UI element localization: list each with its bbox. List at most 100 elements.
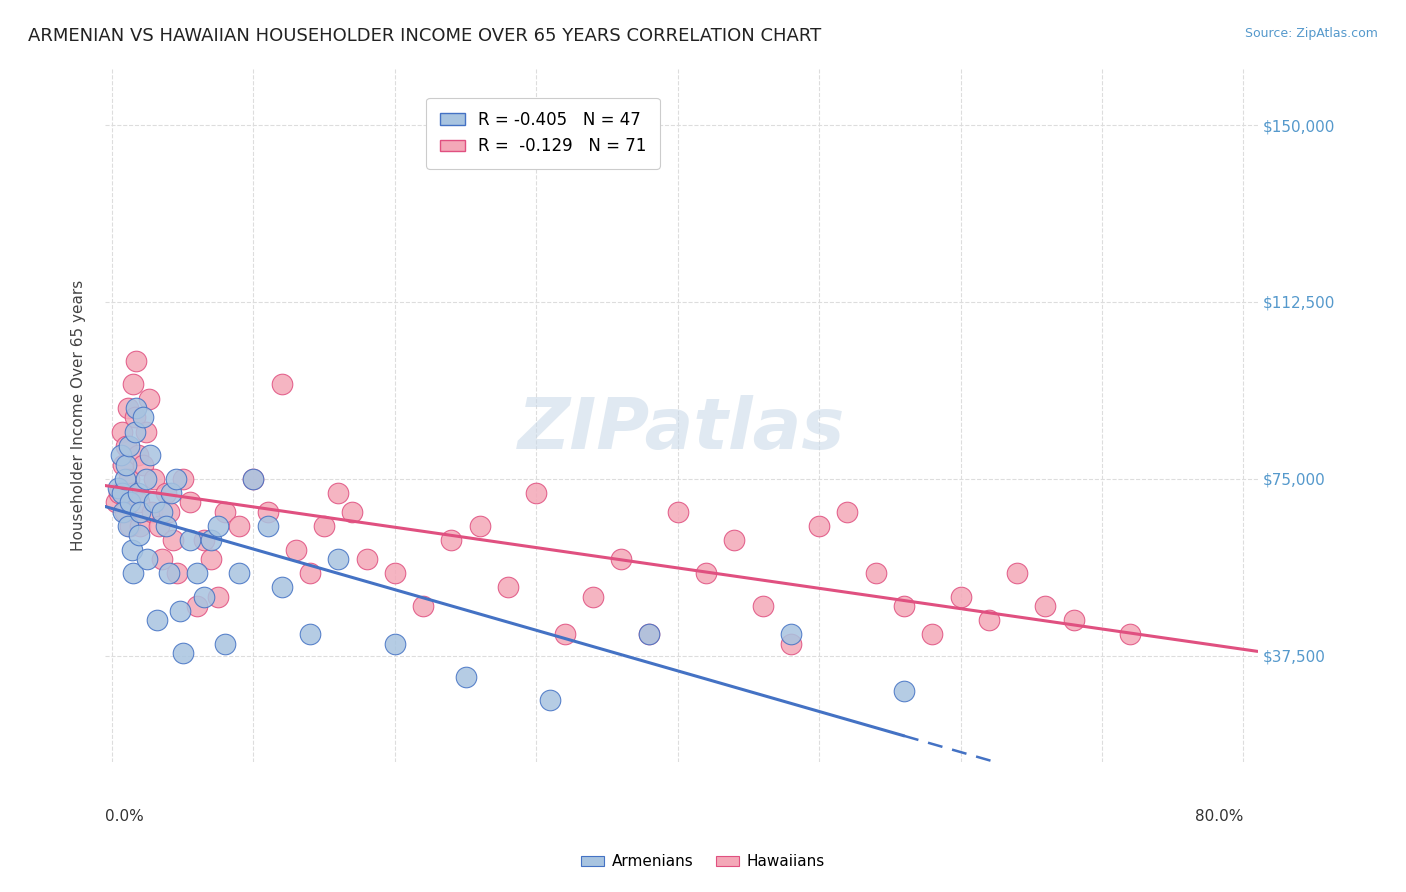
Point: [179, 495, 201, 509]
Point: [141, 505, 163, 519]
Point: [454, 670, 477, 684]
Point: [200, 533, 222, 548]
Point: [129, 519, 152, 533]
Point: [115, 439, 138, 453]
Point: [132, 458, 155, 472]
Point: [214, 505, 236, 519]
Point: [120, 519, 142, 533]
Point: [921, 627, 943, 641]
Point: [115, 458, 138, 472]
Point: [143, 472, 166, 486]
Point: [186, 566, 208, 581]
Point: [112, 458, 135, 472]
Point: [117, 401, 139, 415]
Point: [1035, 599, 1057, 614]
Point: [155, 486, 177, 500]
Point: [138, 392, 160, 406]
Point: [172, 472, 194, 486]
Point: [166, 566, 188, 581]
Point: [193, 533, 215, 548]
Point: [328, 552, 350, 566]
Point: [524, 486, 547, 500]
Point: [314, 519, 336, 533]
Point: [143, 495, 166, 509]
Point: [242, 472, 264, 486]
Point: [554, 627, 576, 641]
Point: [214, 637, 236, 651]
Point: [125, 354, 148, 368]
Point: [207, 590, 229, 604]
Point: [242, 472, 264, 486]
Legend: R = -0.405   N = 47, R =  -0.129   N = 71: R = -0.405 N = 47, R = -0.129 N = 71: [426, 97, 659, 169]
Point: [172, 646, 194, 660]
Point: [150, 552, 173, 566]
Point: [148, 519, 170, 533]
Point: [977, 613, 1000, 627]
Point: [256, 519, 278, 533]
Point: [128, 495, 150, 509]
Point: [538, 693, 561, 707]
Point: [779, 637, 801, 651]
Point: [610, 552, 633, 566]
Point: [120, 495, 142, 509]
Point: [117, 519, 139, 533]
Point: [127, 448, 149, 462]
Y-axis label: Householder Income Over 65 years: Householder Income Over 65 years: [72, 279, 86, 550]
Point: [124, 425, 146, 439]
Text: 0.0%: 0.0%: [105, 809, 143, 824]
Point: [111, 425, 134, 439]
Point: [157, 505, 180, 519]
Point: [723, 533, 745, 548]
Point: [110, 448, 132, 462]
Point: [299, 627, 322, 641]
Point: [666, 505, 689, 519]
Point: [179, 533, 201, 548]
Text: Source: ZipAtlas.com: Source: ZipAtlas.com: [1244, 27, 1378, 40]
Point: [112, 505, 135, 519]
Point: [193, 590, 215, 604]
Point: [893, 599, 915, 614]
Point: [328, 486, 350, 500]
Point: [107, 481, 129, 495]
Point: [124, 410, 146, 425]
Point: [837, 505, 859, 519]
Point: [256, 505, 278, 519]
Text: 80.0%: 80.0%: [1195, 809, 1243, 824]
Text: ARMENIAN VS HAWAIIAN HOUSEHOLDER INCOME OVER 65 YEARS CORRELATION CHART: ARMENIAN VS HAWAIIAN HOUSEHOLDER INCOME …: [28, 27, 821, 45]
Text: ZIPatlas: ZIPatlas: [517, 394, 845, 464]
Point: [121, 486, 143, 500]
Point: [1119, 627, 1142, 641]
Point: [284, 542, 307, 557]
Point: [638, 627, 661, 641]
Point: [270, 377, 292, 392]
Point: [200, 552, 222, 566]
Point: [162, 533, 184, 548]
Point: [468, 519, 491, 533]
Point: [139, 448, 162, 462]
Point: [496, 580, 519, 594]
Point: [186, 599, 208, 614]
Point: [114, 505, 136, 519]
Point: [127, 486, 149, 500]
Legend: Armenians, Hawaiians: Armenians, Hawaiians: [575, 848, 831, 875]
Point: [893, 684, 915, 698]
Point: [165, 472, 187, 486]
Point: [125, 401, 148, 415]
Point: [270, 580, 292, 594]
Point: [228, 519, 250, 533]
Point: [136, 552, 159, 566]
Point: [751, 599, 773, 614]
Point: [118, 439, 141, 453]
Point: [582, 590, 605, 604]
Point: [169, 604, 191, 618]
Point: [122, 566, 145, 581]
Point: [160, 486, 183, 500]
Point: [150, 505, 173, 519]
Point: [118, 472, 141, 486]
Point: [638, 627, 661, 641]
Point: [1005, 566, 1028, 581]
Point: [108, 486, 131, 500]
Point: [129, 505, 152, 519]
Point: [121, 542, 143, 557]
Point: [111, 486, 134, 500]
